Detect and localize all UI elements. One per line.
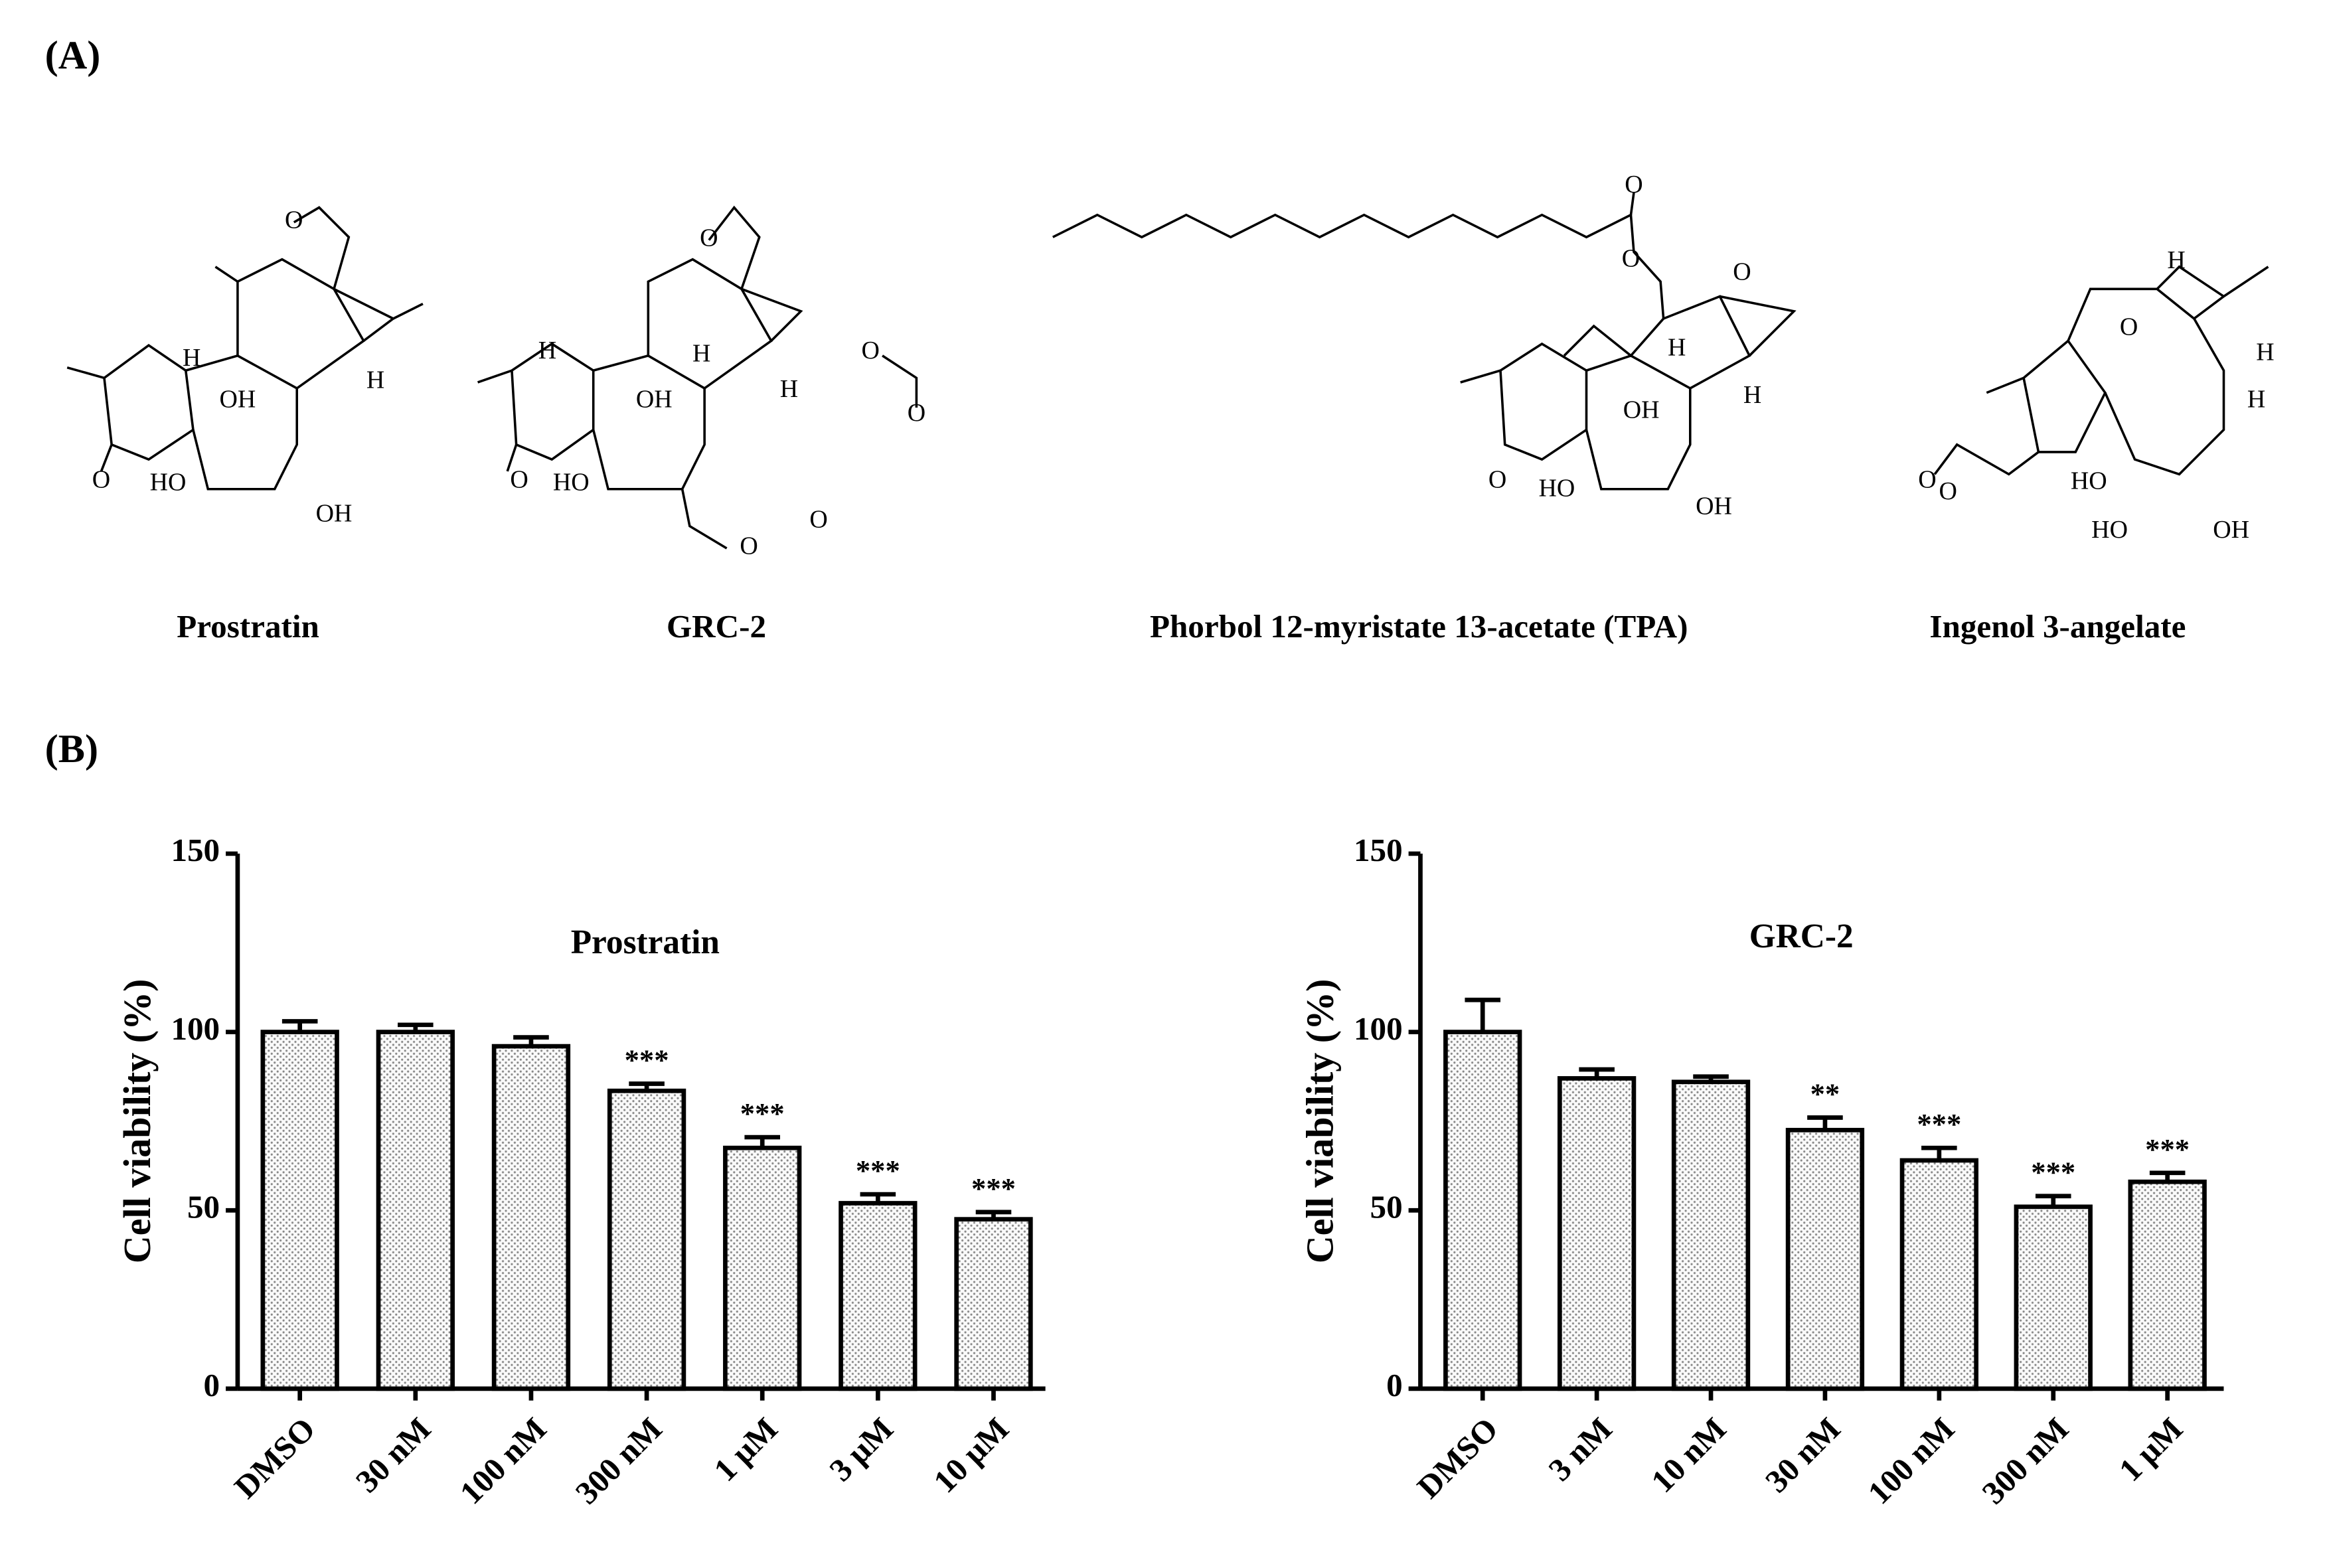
atom-label: HO xyxy=(553,469,590,497)
x-tick-label: 100 nM xyxy=(453,1411,554,1512)
x-tick-label: DMSO xyxy=(227,1411,322,1506)
atom-label: H xyxy=(780,375,798,403)
y-tick-label: 50 xyxy=(1370,1188,1403,1225)
atom-label: O xyxy=(1625,171,1643,198)
x-tick-label: 100 nM xyxy=(1861,1411,1962,1512)
significance-label: *** xyxy=(740,1097,785,1130)
compound-name: Ingenol 3-angelate xyxy=(1929,608,2186,645)
x-tick-label: 30 nM xyxy=(349,1411,438,1500)
x-tick-label: 1 μM xyxy=(2112,1411,2190,1488)
atom-label: H xyxy=(692,340,710,368)
chart-title: GRC-2 xyxy=(1749,917,1854,955)
atom-label: HO xyxy=(150,469,187,497)
y-tick-label: 0 xyxy=(1386,1367,1403,1403)
bar xyxy=(1557,1076,1637,1391)
atom-label: O xyxy=(510,465,528,493)
x-tick-label: 3 nM xyxy=(1542,1411,1619,1488)
x-tick-label: 300 nM xyxy=(568,1411,669,1512)
atom-label: O xyxy=(1488,465,1506,493)
atom-label: O xyxy=(1918,465,1936,493)
atom-label: OH xyxy=(220,386,256,414)
bar xyxy=(1785,1127,1865,1391)
y-axis-label: Cell viability (%) xyxy=(1299,979,1342,1264)
atom-label: HO xyxy=(2091,516,2128,544)
bar xyxy=(2014,1204,2093,1391)
y-tick-label: 0 xyxy=(204,1367,220,1403)
x-tick-label: 10 μM xyxy=(926,1411,1016,1500)
significance-label: *** xyxy=(625,1043,669,1076)
atom-label: O xyxy=(1733,258,1751,286)
bar xyxy=(1899,1158,1978,1391)
y-tick-label: 100 xyxy=(171,1010,220,1047)
atom-label: H xyxy=(2167,246,2185,274)
bar xyxy=(839,1201,918,1391)
y-tick-label: 100 xyxy=(1354,1010,1403,1047)
chart-title: Prostratin xyxy=(571,923,720,961)
atom-label: H xyxy=(538,337,556,364)
significance-label: *** xyxy=(2145,1133,2190,1166)
bar xyxy=(723,1145,802,1391)
significance-label: *** xyxy=(1917,1107,1961,1140)
compound-name: Phorbol 12-myristate 13-acetate (TPA) xyxy=(1150,608,1688,645)
x-tick-label: 300 nM xyxy=(1975,1411,2076,1512)
compound-name: Prostratin xyxy=(177,608,319,645)
x-tick-label: DMSO xyxy=(1410,1411,1505,1506)
y-tick-label: 50 xyxy=(187,1188,220,1225)
atom-label: OH xyxy=(316,500,353,528)
compound-name: GRC-2 xyxy=(667,608,766,645)
atom-label: O xyxy=(92,465,110,493)
atom-label: H xyxy=(366,366,384,394)
y-tick-label: 150 xyxy=(171,832,220,868)
atom-label: H xyxy=(1743,381,1761,409)
atom-label: OH xyxy=(1623,396,1660,424)
bar xyxy=(1671,1079,1751,1391)
bar xyxy=(1443,1030,1522,1391)
atom-label: O xyxy=(740,532,758,560)
bar xyxy=(954,1217,1033,1391)
y-axis-label: Cell viability (%) xyxy=(116,979,159,1264)
bar xyxy=(260,1030,339,1391)
x-tick-label: 3 μM xyxy=(823,1411,900,1488)
charts: Prostratin Cell viability (%) 0 50 100 150 DMS… xyxy=(116,832,2224,1512)
atom-label: O xyxy=(1622,245,1640,273)
atom-label: O xyxy=(908,399,925,427)
compound-names: Prostratin GRC-2 Phorbol 12-myristate 13-a… xyxy=(177,608,2186,645)
panel-label: (A) xyxy=(45,33,101,78)
atom-label: H xyxy=(183,344,200,372)
significance-label: *** xyxy=(2031,1156,2075,1189)
atom-label: HO xyxy=(1538,475,1575,503)
significance-label: ** xyxy=(1810,1077,1840,1111)
bar xyxy=(376,1030,455,1391)
atom-label: OH xyxy=(2213,516,2249,544)
panel-label: (B) xyxy=(45,727,98,771)
bar xyxy=(607,1088,686,1391)
atom-label: O xyxy=(861,337,879,364)
atom-label: H xyxy=(2256,338,2274,366)
y-tick-label: 150 xyxy=(1354,832,1403,868)
atom-label: O xyxy=(700,224,718,252)
atom-label: H xyxy=(1668,334,1686,362)
x-tick-label: 10 nM xyxy=(1644,1411,1733,1500)
atom-label: HO xyxy=(2071,467,2107,495)
atom-label: OH xyxy=(1696,492,1732,520)
significance-label: *** xyxy=(971,1172,1016,1205)
x-tick-label: 30 nM xyxy=(1758,1411,1847,1500)
atom-label: O xyxy=(1939,477,1957,505)
atom-label: OH xyxy=(636,386,673,414)
atom-label: O xyxy=(809,506,827,534)
bar xyxy=(2128,1179,2207,1391)
significance-label: *** xyxy=(856,1154,900,1187)
bar xyxy=(491,1044,571,1391)
structure-bonds xyxy=(66,192,2269,550)
x-tick-label: 1 μM xyxy=(706,1411,784,1488)
atom-label: O xyxy=(285,206,303,234)
atom-label: O xyxy=(2120,313,2138,341)
atom-label: H xyxy=(2247,386,2265,414)
